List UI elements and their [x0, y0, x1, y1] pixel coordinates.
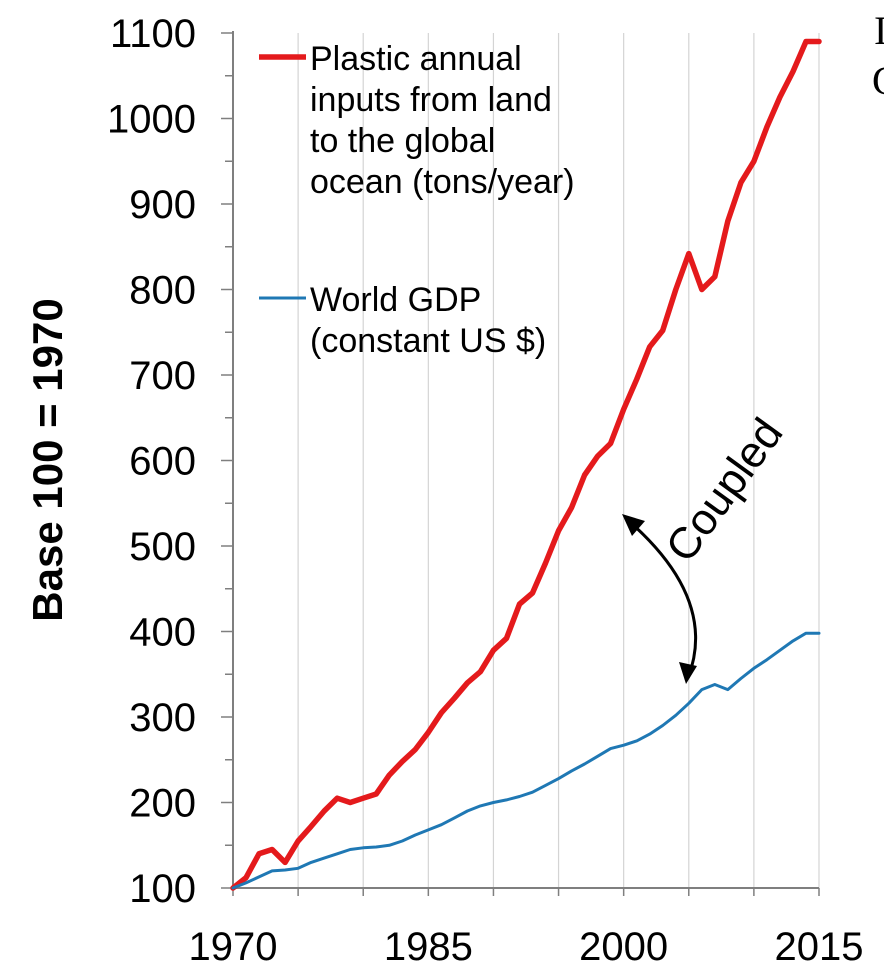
y-tick-label-700: 700 — [129, 354, 196, 398]
grid-lines — [297, 33, 820, 888]
y-tick-label-600: 600 — [129, 440, 196, 484]
y-tick-label-900: 900 — [129, 183, 196, 227]
legend-label-plastic-line-3: to the global — [310, 122, 495, 160]
legend-label-gdp-line-2: (constant US $) — [310, 322, 546, 360]
series-line-gdp — [231, 631, 821, 890]
series-lines — [230, 38, 822, 891]
y-tick-label-800: 800 — [129, 269, 196, 313]
tick-labels: 100 200 300 400 500 600 700 800 900 1000 1100 1970 1… — [107, 12, 863, 969]
coupled-label: Coupled — [656, 409, 792, 570]
series-line-plastic — [230, 38, 822, 891]
coupled-arrowhead-bottom — [679, 662, 697, 684]
coupled-arrowhead-top — [622, 514, 645, 536]
y-tick-label-400: 400 — [129, 611, 196, 655]
y-tick-label-200: 200 — [129, 782, 196, 826]
coupled-arrow — [629, 520, 698, 679]
y-tick-label-500: 500 — [129, 525, 196, 569]
axes — [221, 31, 820, 896]
y-tick-label-100: 100 — [129, 867, 196, 911]
cutoff-char-2: C — [872, 58, 884, 103]
y-tick-label-1000: 1000 — [107, 98, 196, 142]
legend-label-plastic-line-4: ocean (tons/year) — [310, 163, 575, 201]
x-tick-label-1985: 1985 — [384, 925, 473, 969]
y-tick-label-300: 300 — [129, 696, 196, 740]
legend-label-gdp-line-1: World GDP — [310, 281, 481, 319]
y-axis-label: Base 100 = 1970 — [24, 298, 71, 621]
x-tick-label-2000: 2000 — [579, 925, 668, 969]
cutoff-char-1: I — [874, 8, 884, 53]
x-tick-label-2015: 2015 — [775, 925, 864, 969]
legend-label-plastic-line-1: Plastic annual — [310, 40, 522, 78]
y-tick-label-1100: 1100 — [110, 12, 196, 56]
legend-label-plastic-line-2: inputs from land — [310, 81, 552, 119]
x-tick-label-1970: 1970 — [189, 925, 278, 969]
